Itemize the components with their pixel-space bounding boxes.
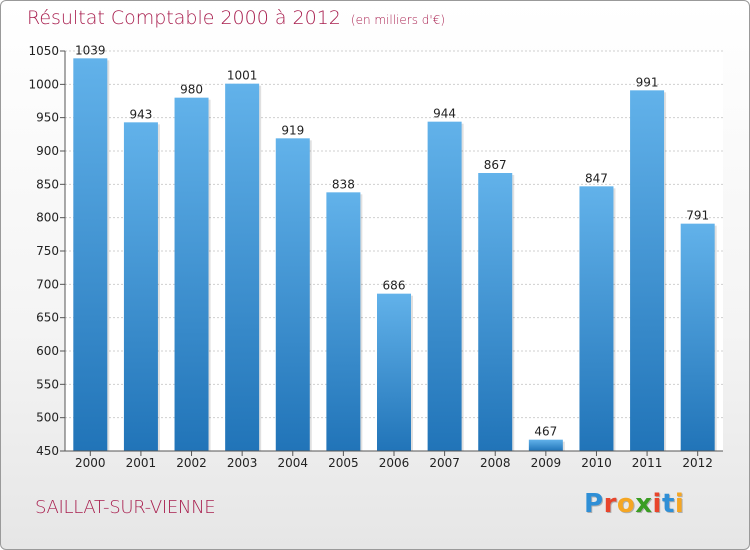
bar-2003 <box>225 83 260 452</box>
logo-letter: x <box>635 489 653 519</box>
bar-2000 <box>73 58 108 451</box>
x-tick-label: 2010 <box>581 456 612 470</box>
logo-letter: P <box>584 489 604 519</box>
chart-subtitle: (en milliers d'€) <box>350 13 446 27</box>
y-tick-label: 900 <box>36 144 59 158</box>
bar-2005 <box>326 192 361 452</box>
y-tick-label: 700 <box>36 277 59 291</box>
y-tick-label: 450 <box>36 444 59 458</box>
y-tick-label: 1050 <box>28 44 59 58</box>
data-label: 1001 <box>227 69 258 83</box>
logo-letter: r <box>603 489 617 519</box>
x-tick-label: 2002 <box>176 456 207 470</box>
bar-2009 <box>528 439 563 451</box>
data-label: 791 <box>686 209 709 223</box>
y-tick-label: 600 <box>36 344 59 358</box>
y-tick-label: 1000 <box>28 77 59 91</box>
data-label: 847 <box>585 171 608 185</box>
logo-letter: o <box>616 489 636 519</box>
bar-2006 <box>377 293 411 451</box>
x-tick-label: 2004 <box>277 456 308 470</box>
y-tick-label: 500 <box>36 411 59 425</box>
data-label: 686 <box>383 279 406 293</box>
x-tick-label: 2008 <box>480 456 511 470</box>
x-tick-label: 2007 <box>429 456 460 470</box>
x-tick-label: 2012 <box>682 456 713 470</box>
x-tick-label: 2000 <box>75 456 106 470</box>
data-label: 1039 <box>75 43 106 57</box>
bar-2010 <box>579 186 614 452</box>
logo-letter: i <box>652 489 662 519</box>
data-label: 867 <box>484 158 507 172</box>
data-label: 991 <box>636 75 659 89</box>
x-tick-label: 2006 <box>379 456 410 470</box>
bar-2002 <box>174 97 209 452</box>
logo-letter: i <box>674 489 685 519</box>
bar-2012 <box>680 223 715 451</box>
x-tick-label: 2001 <box>126 456 157 470</box>
bar-2001 <box>123 122 158 451</box>
bar-2011 <box>630 90 665 451</box>
x-tick-label: 2011 <box>632 456 663 470</box>
y-tick-label: 750 <box>36 244 59 258</box>
bar-2008 <box>478 173 513 451</box>
x-tick-label: 2009 <box>531 456 562 470</box>
data-label: 944 <box>433 107 456 121</box>
bar-2007 <box>427 121 462 452</box>
bar-2004 <box>275 138 310 452</box>
y-tick-label: 850 <box>36 177 59 191</box>
data-label: 919 <box>281 123 304 137</box>
x-tick-label: 2003 <box>227 456 258 470</box>
chart-title: Résultat Comptable 2000 à 2012 (en millie… <box>27 7 445 29</box>
x-tick-label: 2005 <box>328 456 359 470</box>
data-label: 838 <box>332 177 355 191</box>
y-tick-label: 550 <box>36 377 59 391</box>
y-tick-label: 950 <box>36 111 59 125</box>
y-tick-label: 800 <box>36 211 59 225</box>
chart-title-text: Résultat Comptable 2000 à 2012 <box>27 7 341 29</box>
proxiti-logo: Proxiti <box>584 489 684 519</box>
data-label: 467 <box>534 425 557 439</box>
data-label: 980 <box>180 83 203 97</box>
logo-letter: t <box>661 489 675 519</box>
commune-name: SAILLAT-SUR-VIENNE <box>35 497 216 518</box>
y-tick-label: 650 <box>36 311 59 325</box>
data-label: 943 <box>129 107 152 121</box>
